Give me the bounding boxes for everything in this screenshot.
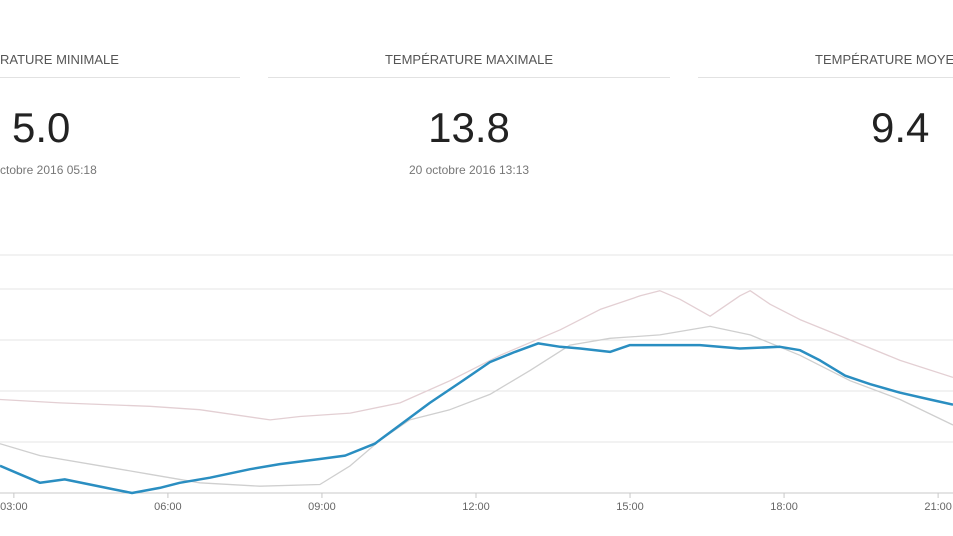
stat-label: TEMPÉRATURE MOYE (815, 52, 953, 67)
stat-date: 20 octobre 2016 13:13 (408, 163, 530, 177)
divider (0, 77, 240, 78)
divider (698, 77, 953, 78)
series-line (0, 290, 953, 421)
x-tick-label: 12:00 (462, 501, 490, 513)
x-tick-label: 21:00 (924, 501, 952, 513)
stat-label: RATURE MINIMALE (0, 52, 119, 67)
series-line (0, 325, 953, 487)
stat-label: TEMPÉRATURE MAXIMALE (384, 52, 554, 67)
stat-value: 13.8 (428, 104, 510, 151)
stat-value: 5.0 (12, 104, 71, 151)
stat-value: 9.4 (871, 104, 930, 151)
x-tick-label: 09:00 (308, 501, 336, 513)
x-tick-label: 03:00 (0, 501, 28, 513)
x-tick-label: 18:00 (770, 501, 798, 513)
series-line (0, 342, 953, 495)
divider (268, 77, 670, 78)
stat-date: ctobre 2016 05:18 (0, 163, 97, 177)
x-tick-label: 15:00 (616, 501, 644, 513)
x-tick-label: 06:00 (154, 501, 182, 513)
